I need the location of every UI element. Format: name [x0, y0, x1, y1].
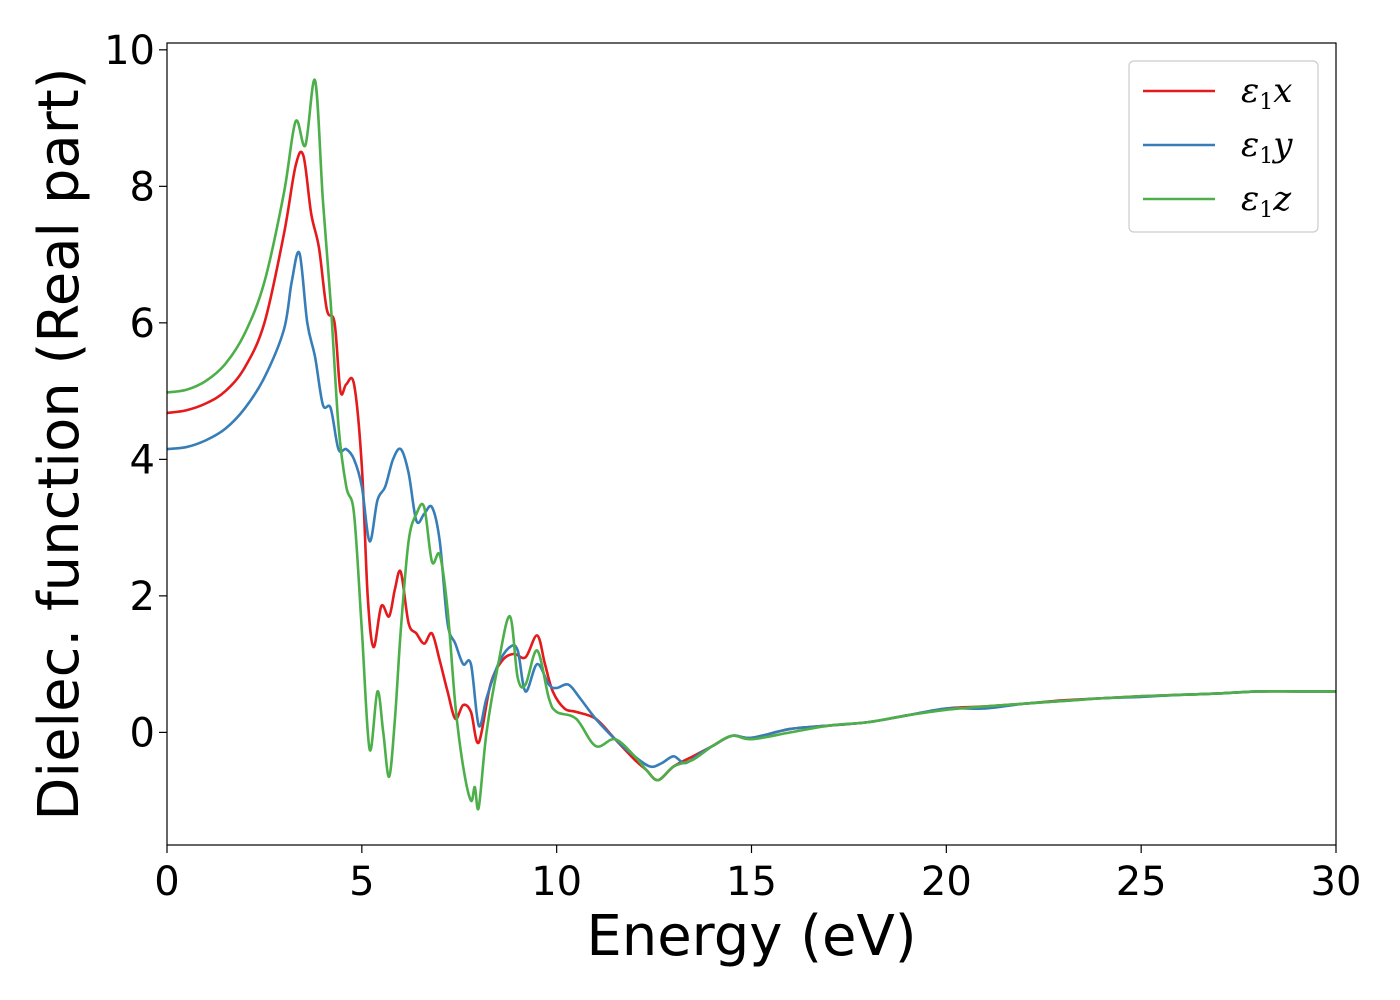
- legend-box: [1128, 60, 1319, 233]
- y-axis-title: Dielec. function (Real part): [27, 67, 92, 820]
- legend: ε1x ε1y ε1z: [1128, 60, 1319, 233]
- legend-label-y: ε1y: [1241, 125, 1293, 169]
- x-tick-label: 5: [349, 859, 374, 905]
- y-tick-label: 2: [130, 574, 155, 620]
- series-layer: [167, 78, 1336, 811]
- series-line-z: [167, 78, 1336, 811]
- x-tick-label: 10: [531, 859, 582, 905]
- x-axis-ticks: 0 5 10 15 20 25 30: [154, 845, 1361, 905]
- y-axis-ticks: 0 2 4 6 8 10: [104, 28, 167, 756]
- x-tick-label: 15: [726, 859, 777, 905]
- x-axis-title: Energy (eV): [586, 904, 916, 969]
- legend-label-x: ε1x: [1241, 71, 1292, 115]
- y-tick-label: 0: [130, 710, 155, 756]
- y-tick-label: 8: [130, 164, 155, 210]
- y-tick-label: 10: [104, 28, 155, 74]
- y-tick-label: 6: [130, 301, 155, 347]
- x-tick-label: 20: [921, 859, 972, 905]
- x-tick-label: 25: [1116, 859, 1167, 905]
- x-tick-label: 30: [1311, 859, 1362, 905]
- y-tick-label: 4: [130, 437, 155, 483]
- series-line-y: [167, 250, 1336, 769]
- legend-label-z: ε1z: [1241, 179, 1292, 223]
- x-tick-label: 0: [154, 859, 179, 905]
